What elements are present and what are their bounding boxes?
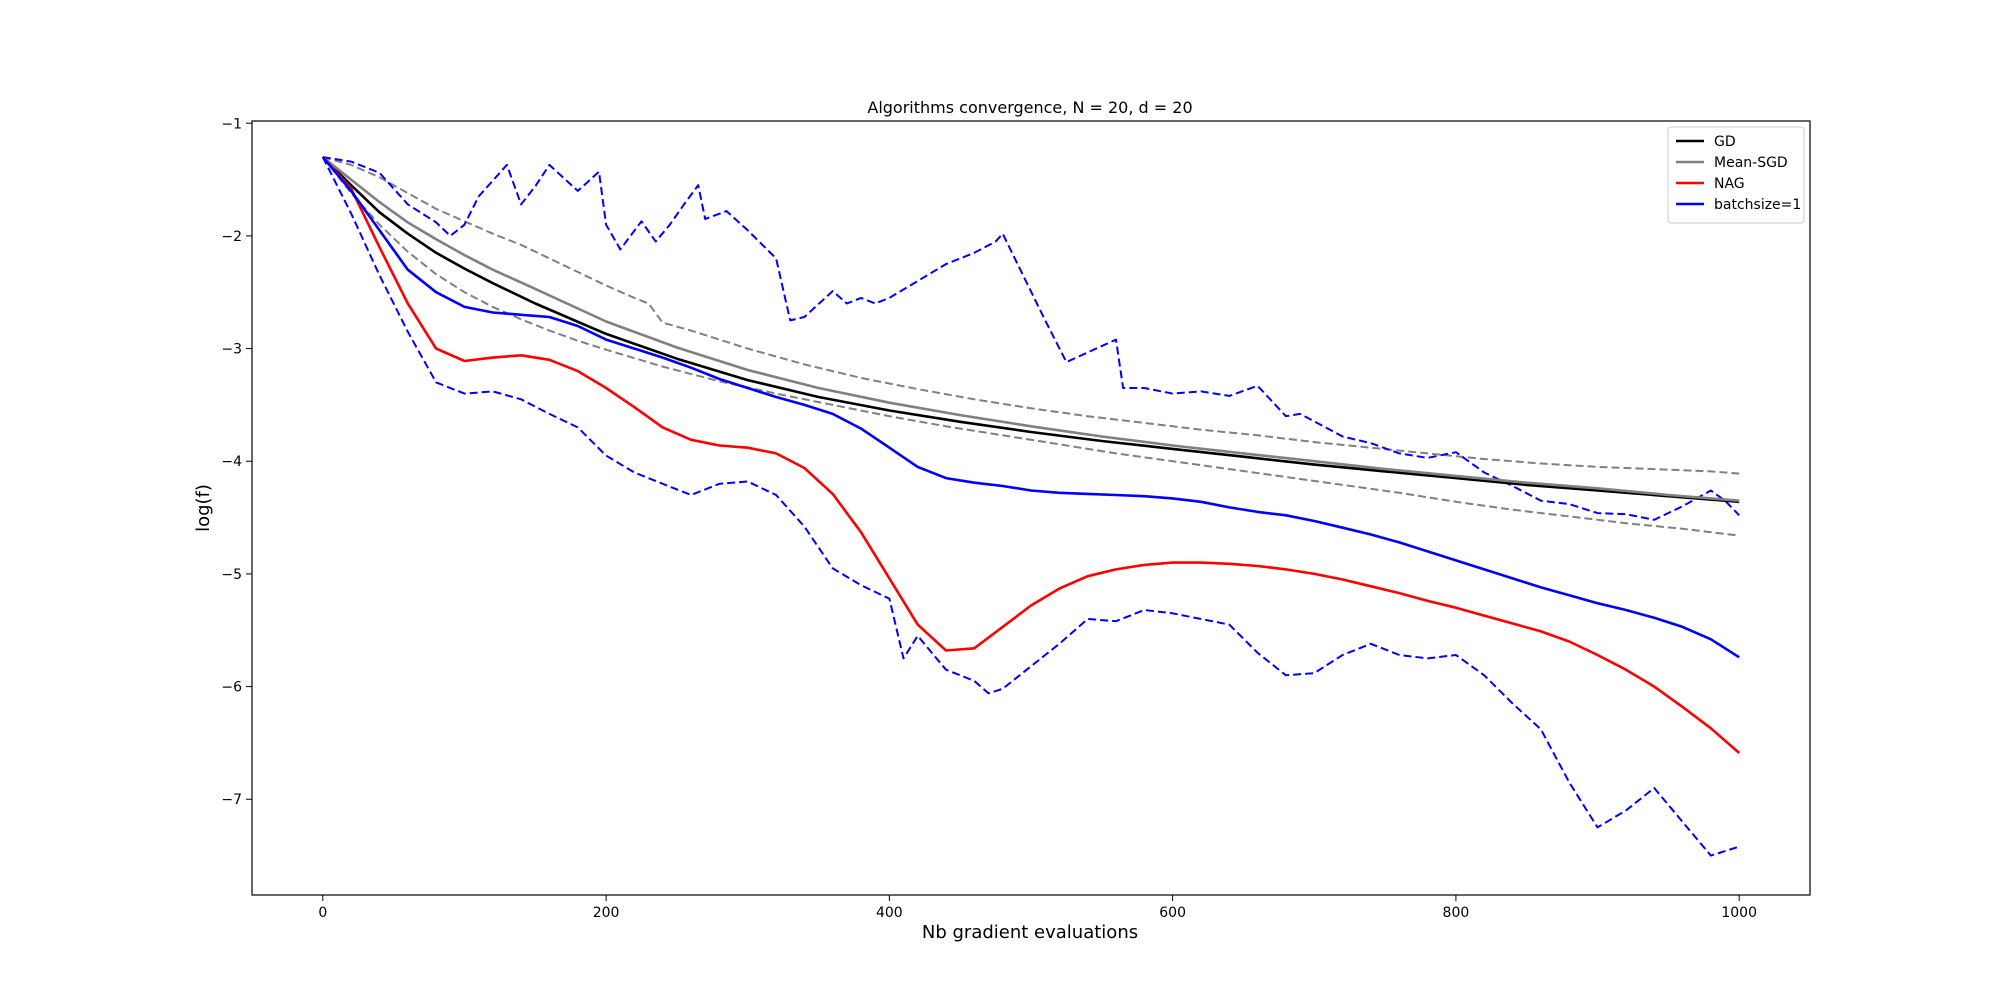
x-tick-label: 200 — [593, 905, 620, 921]
legend-box — [1667, 126, 1805, 224]
series-line-mean-sgd — [321, 156, 1740, 502]
series-bound-7 — [321, 156, 1740, 857]
axis-ticks: 0 200 400 600 800 1000 −7 −6 −5 −4 −3 −2 −1 — [221, 116, 1757, 921]
series-layer — [321, 156, 1741, 857]
y-tick-label: −1 — [221, 116, 242, 132]
x-tick-label: 1000 — [1721, 905, 1757, 921]
x-axis-label: Nb gradient evaluations — [922, 922, 1138, 943]
y-axis-label-group: log(f) — [193, 484, 214, 532]
legend: GD Mean-SGD NAG batchsize=1 — [1667, 126, 1805, 224]
y-tick-label: −6 — [221, 680, 242, 696]
y-tick-label: −4 — [221, 454, 242, 470]
x-tick-label: 600 — [1159, 905, 1186, 921]
y-tick-label: −5 — [221, 567, 242, 583]
x-tick-label: 400 — [876, 905, 903, 921]
x-tick-label: 0 — [318, 905, 327, 921]
series-line-nag — [321, 156, 1741, 754]
y-tick-label: −3 — [221, 342, 242, 358]
chart-title: Algorithms convergence, N = 20, d = 20 — [867, 98, 1192, 117]
series-bound-4 — [322, 156, 1740, 475]
series-bound-5 — [322, 156, 1740, 537]
x-tick-label: 800 — [1443, 905, 1470, 921]
series-line-batchsize-1 — [321, 156, 1740, 659]
legend-label-nag: NAG — [1714, 176, 1745, 192]
legend-label-batchsize-1: batchsize=1 — [1714, 197, 1801, 213]
legend-label-mean-sgd: Mean-SGD — [1714, 155, 1788, 171]
series-bound-6 — [322, 156, 1740, 521]
y-tick-label: −7 — [221, 792, 242, 808]
legend-label-gd: GD — [1714, 134, 1736, 150]
series-line-gd — [321, 156, 1740, 504]
plot-frame — [251, 120, 1811, 896]
y-axis-label: log(f) — [193, 484, 214, 532]
y-tick-label: −2 — [221, 229, 242, 245]
